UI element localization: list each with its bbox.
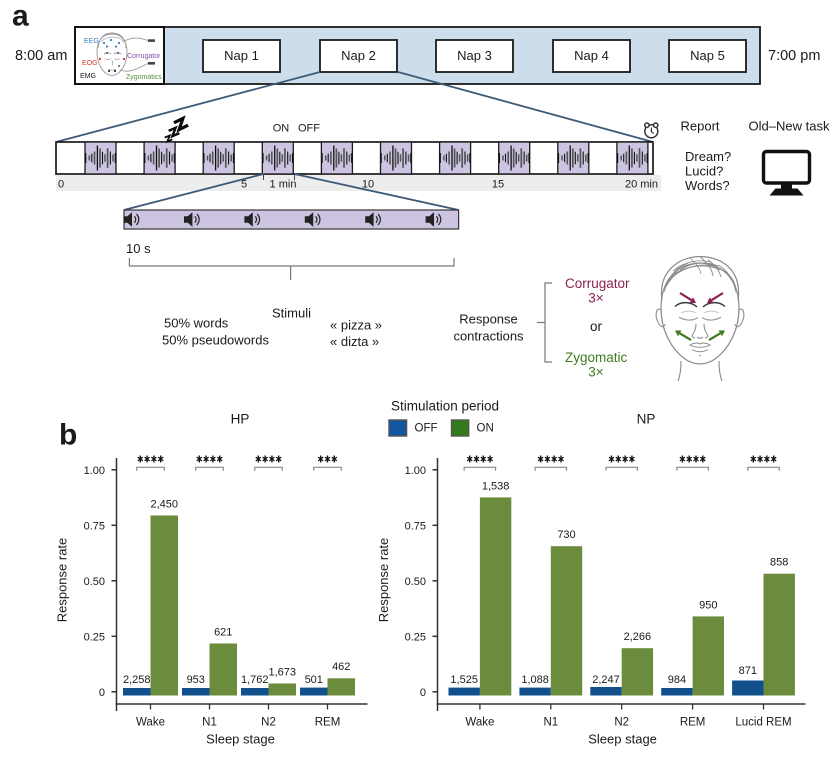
svg-text:5: 5	[241, 179, 247, 191]
svg-text:Zygomatic: Zygomatic	[565, 350, 628, 365]
svg-text:3×: 3×	[588, 291, 603, 306]
svg-text:Lucid?: Lucid?	[685, 164, 723, 179]
svg-text:or: or	[590, 319, 603, 334]
svg-text:50% words: 50% words	[164, 316, 229, 331]
svg-text:N1: N1	[543, 717, 558, 729]
svg-text:2,266: 2,266	[624, 631, 652, 643]
svg-text:Nap 3: Nap 3	[457, 48, 492, 63]
svg-text:10: 10	[362, 179, 374, 191]
svg-text:Wake: Wake	[465, 717, 494, 729]
svg-text:1,088: 1,088	[521, 674, 549, 686]
svg-text:1,762: 1,762	[241, 674, 269, 686]
svg-text:0.50: 0.50	[84, 576, 105, 588]
svg-text:0.50: 0.50	[405, 576, 426, 588]
svg-text:EEG: EEG	[84, 38, 99, 45]
svg-text:501: 501	[305, 674, 323, 686]
svg-text:10 s: 10 s	[126, 241, 151, 256]
svg-text:« pizza »: « pizza »	[330, 318, 382, 333]
svg-text:0.25: 0.25	[84, 631, 105, 643]
svg-text:0: 0	[420, 687, 426, 699]
svg-text:Corrugator: Corrugator	[127, 53, 161, 60]
svg-text:871: 871	[739, 665, 757, 677]
svg-text:0: 0	[99, 687, 105, 699]
svg-text:0: 0	[58, 179, 64, 191]
svg-text:contractions: contractions	[453, 329, 524, 344]
svg-text:Stimuli: Stimuli	[272, 306, 311, 321]
svg-text:20 min: 20 min	[625, 179, 658, 191]
svg-text:OFF: OFF	[415, 423, 438, 435]
svg-text:HP: HP	[231, 412, 250, 427]
svg-text:984: 984	[668, 674, 686, 686]
svg-text:2,258: 2,258	[123, 674, 151, 686]
svg-text:Zygomatics: Zygomatics	[126, 74, 162, 81]
svg-text:REM: REM	[315, 717, 341, 729]
svg-text:Wake: Wake	[136, 717, 165, 729]
svg-text:NP: NP	[637, 412, 656, 427]
svg-text:Response rate: Response rate	[376, 538, 391, 623]
svg-text:2,247: 2,247	[592, 674, 620, 686]
svg-text:EOG: EOG	[82, 60, 98, 67]
svg-text:1.00: 1.00	[405, 465, 426, 477]
svg-text:Nap 5: Nap 5	[690, 48, 725, 63]
svg-text:50% pseudowords: 50% pseudowords	[162, 333, 269, 348]
svg-text:Nap 2: Nap 2	[341, 48, 376, 63]
svg-text:Response rate: Response rate	[55, 538, 70, 623]
svg-text:953: 953	[187, 674, 205, 686]
svg-text:Dream?: Dream?	[685, 149, 731, 164]
svg-text:REM: REM	[680, 717, 706, 729]
svg-text:Corrugator: Corrugator	[565, 276, 630, 291]
svg-text:2,450: 2,450	[150, 499, 178, 511]
svg-text:EMG: EMG	[80, 73, 96, 80]
svg-text:Words?: Words?	[685, 178, 730, 193]
svg-text:b: b	[59, 419, 77, 452]
svg-text:Response: Response	[459, 312, 518, 327]
svg-text:Old–New task: Old–New task	[749, 119, 830, 134]
svg-text:N2: N2	[261, 717, 276, 729]
svg-text:0.25: 0.25	[405, 631, 426, 643]
svg-text:0.75: 0.75	[405, 520, 426, 532]
svg-text:621: 621	[214, 627, 232, 639]
svg-text:ON: ON	[273, 123, 290, 135]
svg-text:7:00 pm: 7:00 pm	[768, 48, 820, 64]
svg-text:Sleep stage: Sleep stage	[206, 732, 275, 747]
svg-text:« dizta »: « dizta »	[330, 334, 379, 349]
svg-text:a: a	[12, 0, 29, 32]
svg-text:950: 950	[699, 599, 717, 611]
svg-text:1,673: 1,673	[268, 667, 296, 679]
svg-text:Nap 4: Nap 4	[574, 48, 609, 63]
svg-text:ON: ON	[477, 423, 494, 435]
svg-text:N1: N1	[202, 717, 217, 729]
svg-text:1,525: 1,525	[450, 674, 478, 686]
svg-text:0.75: 0.75	[84, 520, 105, 532]
svg-text:OFF: OFF	[298, 123, 320, 135]
svg-text:1,538: 1,538	[482, 480, 510, 492]
svg-text:858: 858	[770, 557, 788, 569]
svg-text:Report: Report	[680, 119, 719, 134]
svg-text:1.00: 1.00	[84, 465, 105, 477]
svg-text:3×: 3×	[588, 365, 603, 380]
svg-text:730: 730	[557, 529, 575, 541]
svg-text:Nap 1: Nap 1	[224, 48, 259, 63]
svg-text:15: 15	[492, 179, 504, 191]
svg-text:N2: N2	[614, 717, 629, 729]
svg-text:Lucid REM: Lucid REM	[735, 717, 791, 729]
svg-text:Stimulation period: Stimulation period	[391, 399, 499, 414]
svg-text:Sleep stage: Sleep stage	[588, 732, 657, 747]
svg-text:8:00 am: 8:00 am	[15, 48, 67, 64]
svg-text:462: 462	[332, 661, 350, 673]
svg-text:1 min: 1 min	[270, 179, 297, 191]
